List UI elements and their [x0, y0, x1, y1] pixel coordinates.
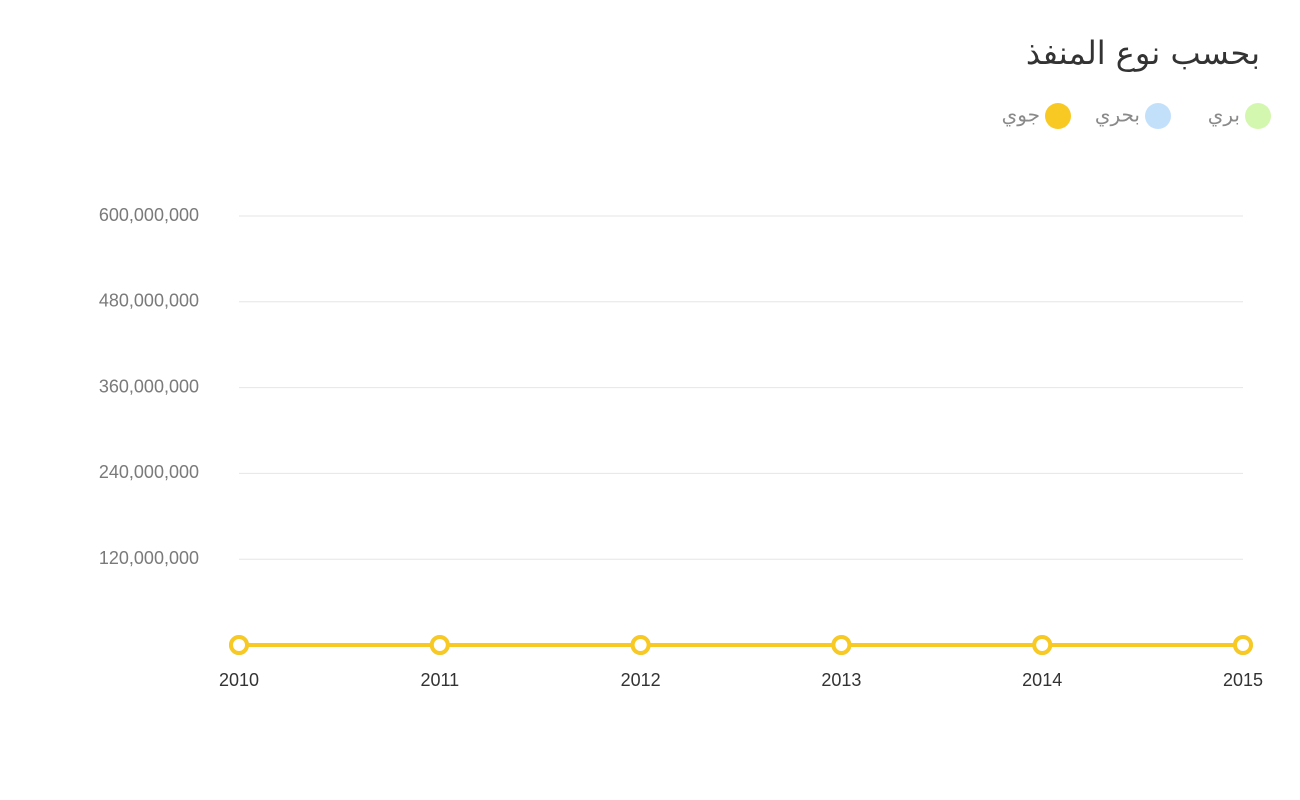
y-tick-label: 480,000,000 — [99, 291, 199, 311]
legend-label[interactable]: بري — [1208, 103, 1240, 128]
x-tick-label: 2013 — [821, 670, 861, 690]
y-tick-label: 360,000,000 — [99, 376, 199, 396]
legend-label[interactable]: بحري — [1095, 103, 1140, 128]
data-point — [831, 635, 852, 655]
data-point — [1032, 635, 1053, 655]
x-tick-label: 2014 — [1022, 670, 1062, 690]
data-point — [229, 635, 249, 655]
chart-title: بحسب نوع المنفذ — [1026, 34, 1260, 72]
y-tick-label: 600,000,000 — [99, 205, 199, 225]
legend-swatch[interactable] — [1245, 103, 1271, 129]
x-tick-label: 2015 — [1223, 670, 1263, 690]
y-tick-label: 240,000,000 — [99, 462, 199, 482]
legend-label[interactable]: جوي — [1002, 103, 1040, 128]
legend-swatch[interactable] — [1045, 103, 1071, 129]
data-point — [429, 635, 450, 655]
x-tick-label: 2011 — [420, 670, 459, 690]
data-point — [630, 635, 651, 655]
y-tick-label: 120,000,000 — [99, 548, 199, 568]
legend-swatch[interactable] — [1145, 103, 1171, 129]
data-point — [1233, 635, 1253, 655]
x-tick-label: 2010 — [219, 670, 259, 690]
x-tick-label: 2012 — [621, 670, 661, 690]
